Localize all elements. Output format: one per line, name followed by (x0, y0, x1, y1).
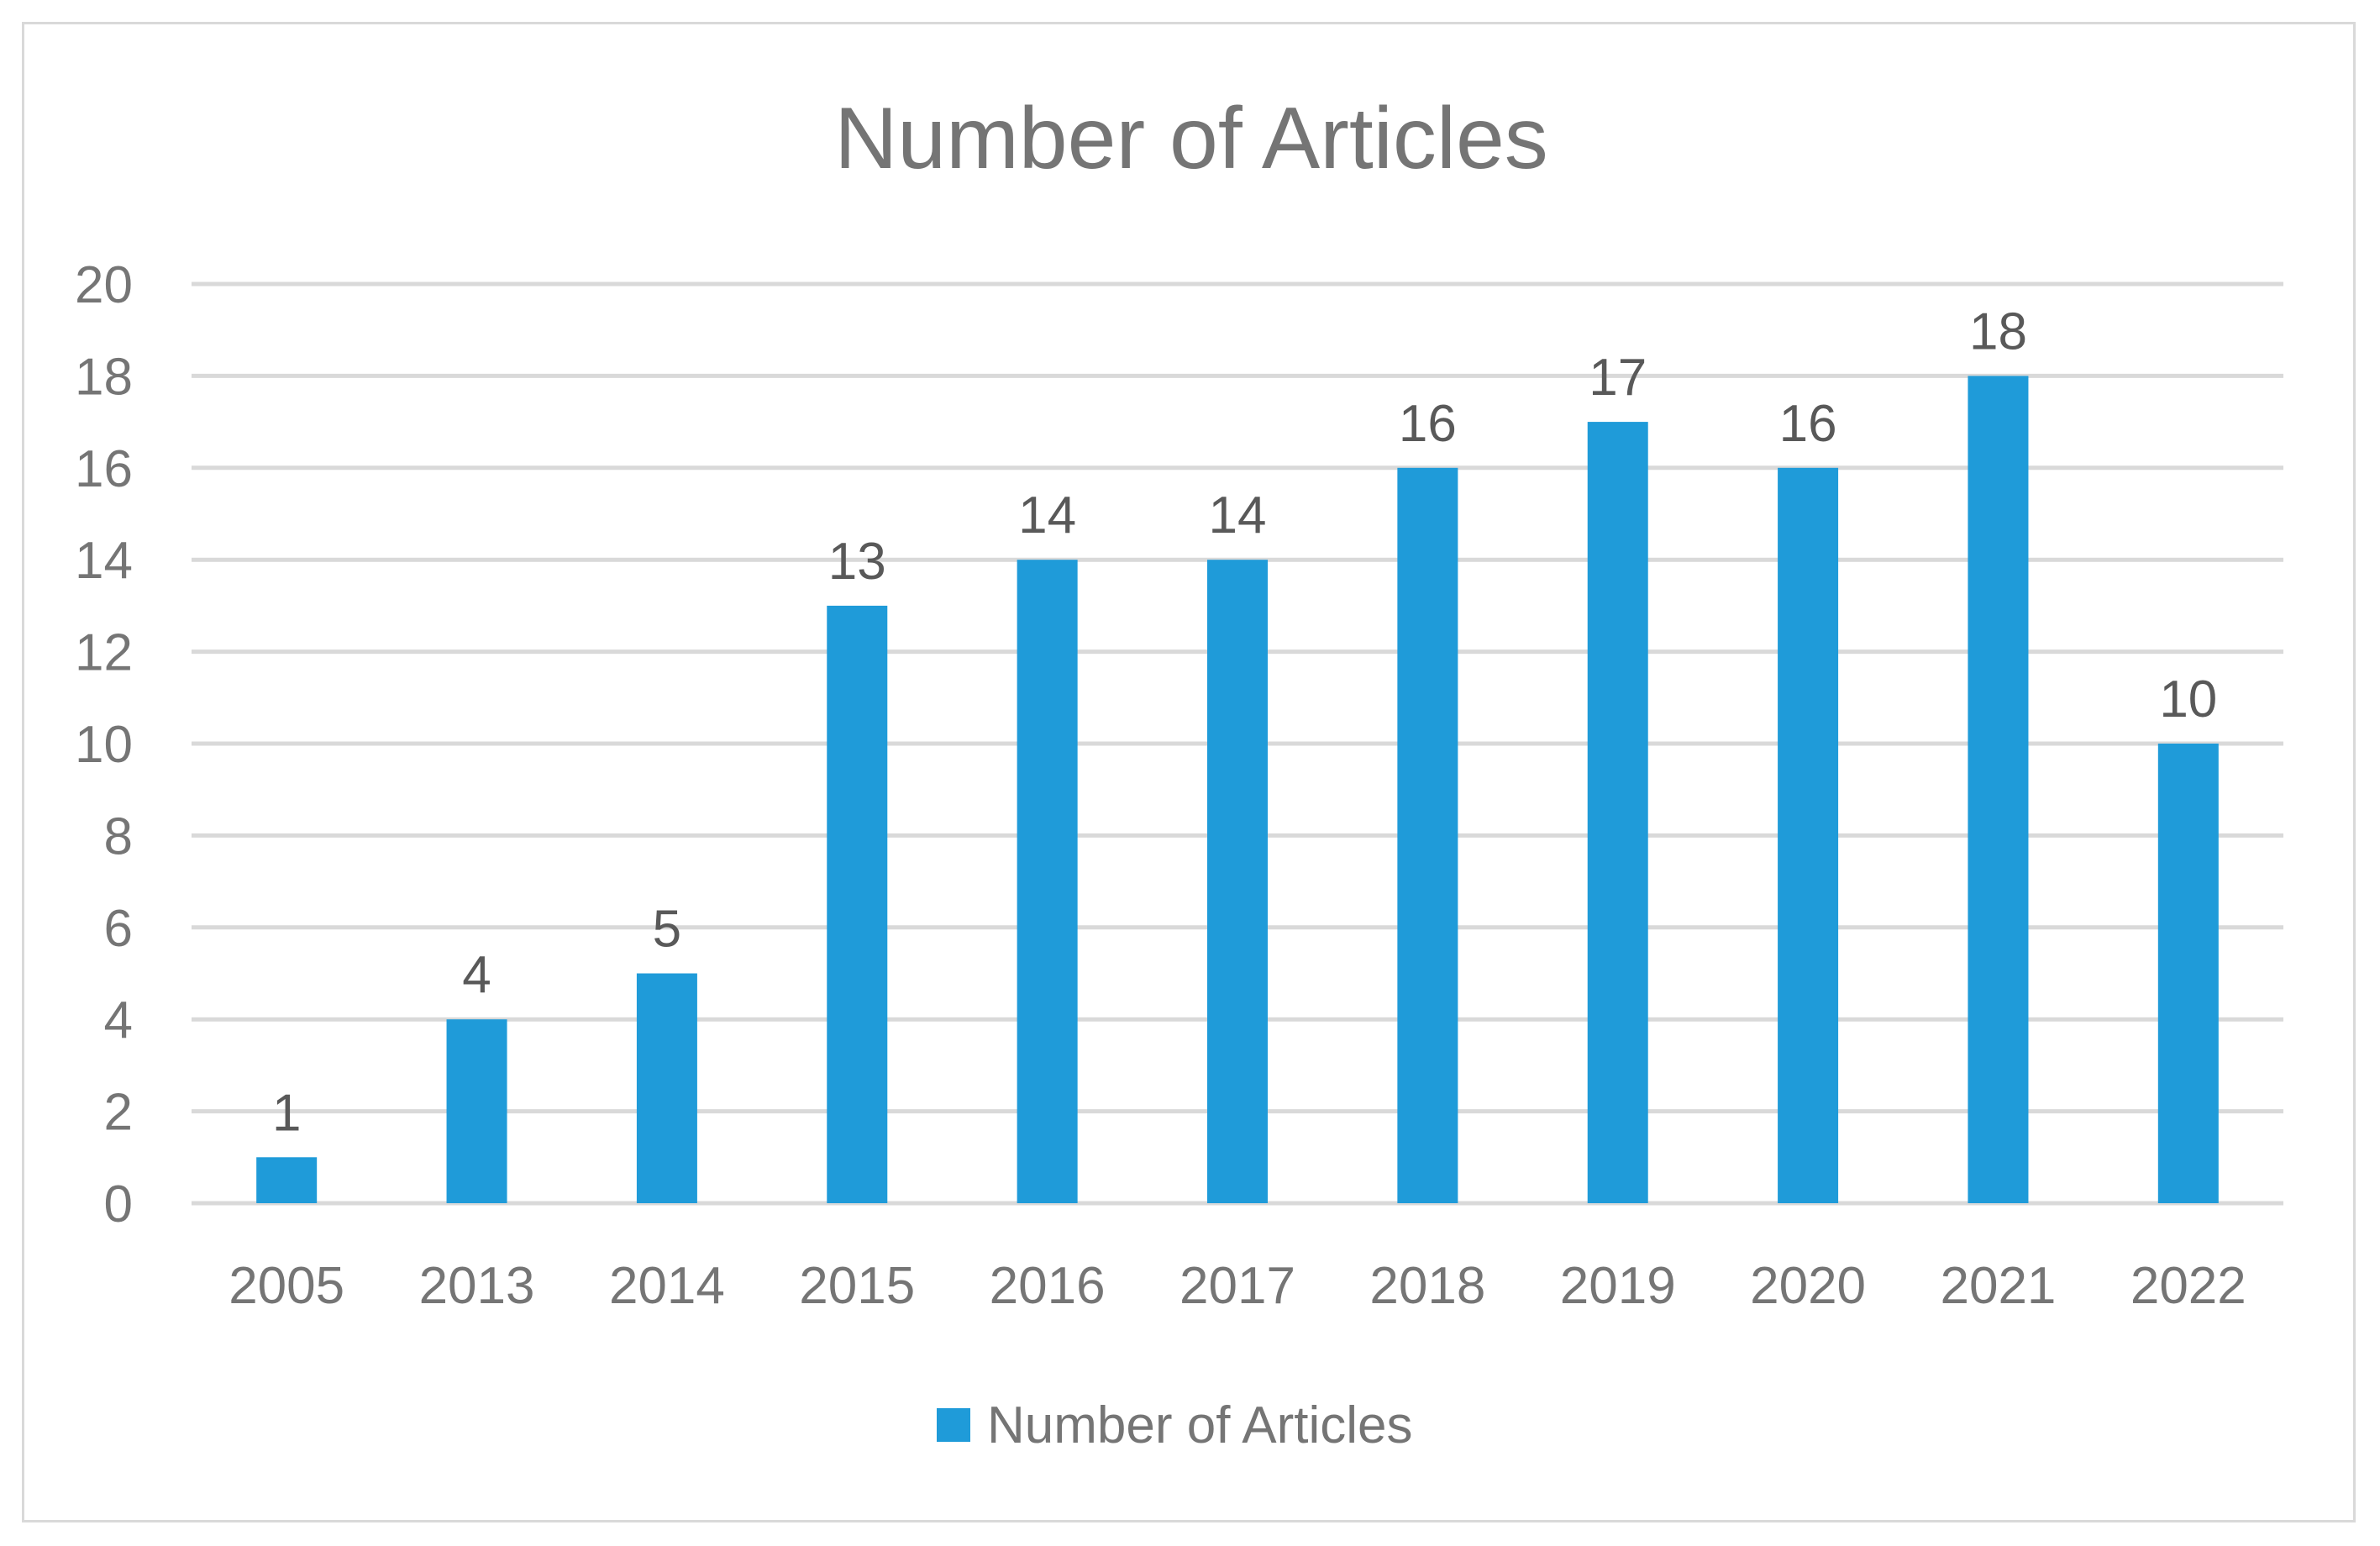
data-label: 17 (1589, 349, 1647, 407)
x-tick-label: 2016 (990, 1257, 1106, 1315)
bar (2157, 744, 2219, 1203)
y-tick-label: 0 (104, 1175, 133, 1233)
data-label: 4 (462, 946, 491, 1004)
y-tick-label: 4 (104, 991, 133, 1049)
x-axis-ticks: 2005 2013 2014 2015 2016 2017 2018 2019 2020 2021… (229, 1257, 2246, 1315)
x-tick-label: 2021 (1940, 1257, 2056, 1315)
bar (1017, 560, 1078, 1203)
y-tick-label: 12 (75, 624, 133, 682)
data-label: 14 (1209, 486, 1267, 544)
chart-frame (22, 22, 2356, 1522)
chart-title: Number of Articles (834, 90, 1548, 187)
y-tick-label: 8 (104, 807, 133, 865)
bar (1587, 422, 1648, 1204)
bar (636, 973, 697, 1203)
y-tick-label: 6 (104, 900, 133, 958)
bar (1968, 376, 2029, 1203)
bar (1778, 467, 1839, 1203)
legend-label: Number of Articles (987, 1396, 1413, 1454)
bars (256, 376, 2219, 1204)
y-tick-label: 16 (75, 440, 133, 498)
data-label: 5 (653, 901, 681, 959)
bar (1207, 560, 1268, 1203)
data-label: 16 (1779, 395, 1837, 453)
x-tick-label: 2019 (1560, 1257, 1676, 1315)
data-label: 13 (828, 533, 886, 591)
y-tick-label: 14 (75, 532, 133, 590)
legend-swatch (937, 1408, 970, 1442)
x-tick-label: 2020 (1750, 1257, 1866, 1315)
gridlines (192, 281, 2283, 1206)
bar (256, 1157, 318, 1203)
y-tick-label: 2 (104, 1084, 133, 1142)
x-tick-label: 2017 (1179, 1257, 1295, 1315)
bar (446, 1019, 507, 1203)
x-tick-label: 2015 (799, 1257, 915, 1315)
y-tick-label: 10 (75, 716, 133, 774)
data-label: 1 (272, 1084, 301, 1142)
bar (827, 605, 888, 1203)
data-label: 10 (2159, 670, 2217, 728)
x-tick-label: 2013 (419, 1257, 535, 1315)
data-label: 18 (1969, 302, 2027, 360)
legend: Number of Articles (937, 1396, 1413, 1454)
bar (1397, 467, 1458, 1203)
y-axis-ticks: 0 2 4 6 8 10 12 14 16 18 20 (75, 256, 133, 1233)
y-tick-label: 18 (75, 348, 133, 406)
x-tick-label: 2014 (609, 1257, 725, 1315)
data-label: 14 (1018, 486, 1076, 544)
x-tick-label: 2005 (229, 1257, 344, 1315)
x-tick-label: 2018 (1369, 1257, 1485, 1315)
y-tick-label: 20 (75, 256, 133, 314)
data-label: 16 (1399, 395, 1457, 453)
x-tick-label: 2022 (2130, 1257, 2246, 1315)
